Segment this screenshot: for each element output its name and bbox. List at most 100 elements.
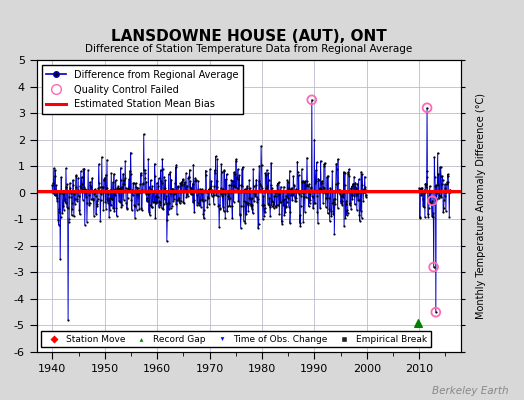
Point (257, 143, 265, 149)
Point (240, 198, 248, 204)
Point (225, 196, 233, 202)
Point (282, 198, 291, 205)
Point (163, 216, 171, 223)
Point (142, 179, 150, 185)
Point (110, 170, 118, 177)
Point (319, 184, 327, 190)
Point (333, 188, 341, 194)
Point (434, 182, 442, 188)
Point (64, 218, 73, 225)
Point (167, 176, 176, 183)
Point (253, 194, 261, 200)
Point (241, 189, 249, 196)
Point (199, 198, 207, 204)
Point (173, 197, 181, 204)
Point (353, 180, 362, 187)
Point (149, 198, 157, 205)
Point (172, 161, 181, 168)
Point (127, 170, 135, 177)
Point (436, 164, 445, 170)
Point (169, 186, 177, 192)
Point (202, 172, 210, 178)
Point (347, 183, 356, 190)
Point (309, 205, 318, 212)
Point (337, 198, 346, 205)
Point (293, 187, 301, 193)
Point (271, 189, 279, 195)
Point (59, 203, 67, 209)
Point (313, 209, 322, 215)
Point (122, 200, 130, 206)
Point (115, 185, 124, 191)
Point (263, 183, 271, 189)
Point (304, 183, 312, 190)
Point (331, 196, 340, 202)
Point (151, 173, 159, 180)
Point (146, 177, 155, 183)
Point (330, 198, 338, 205)
Point (151, 193, 160, 200)
Point (105, 195, 114, 201)
Point (77, 168, 85, 174)
Point (210, 183, 219, 189)
Point (428, 213, 436, 219)
Point (246, 201, 254, 207)
Point (125, 176, 133, 183)
Point (216, 191, 225, 198)
Point (352, 192, 360, 198)
Point (265, 202, 273, 208)
Point (351, 184, 359, 190)
Point (61, 200, 70, 206)
Point (101, 199, 110, 206)
Point (296, 222, 304, 229)
Point (303, 178, 312, 184)
Point (81, 186, 89, 192)
Point (345, 173, 354, 180)
Point (419, 202, 427, 209)
Point (288, 197, 296, 204)
Point (277, 199, 286, 206)
Point (356, 218, 364, 224)
Point (334, 156, 342, 162)
Point (423, 104, 431, 111)
Point (90, 191, 99, 198)
Point (147, 185, 155, 192)
Point (239, 218, 248, 224)
Point (416, 213, 424, 220)
Point (435, 164, 444, 170)
Point (359, 197, 367, 204)
Point (110, 208, 118, 215)
Point (238, 182, 247, 189)
Point (300, 194, 308, 200)
Point (87, 184, 95, 190)
Point (335, 189, 343, 196)
Point (182, 170, 190, 177)
Point (350, 173, 358, 180)
Point (94, 185, 103, 192)
Point (88, 187, 96, 193)
Point (298, 166, 306, 172)
Point (332, 160, 341, 167)
Point (154, 183, 162, 190)
Point (202, 167, 210, 174)
Point (282, 203, 291, 209)
Point (86, 182, 94, 188)
Point (124, 186, 132, 192)
Point (252, 182, 260, 188)
Point (275, 179, 283, 185)
Point (130, 202, 139, 208)
Point (165, 171, 173, 177)
Point (102, 185, 111, 191)
Point (80, 184, 88, 191)
Point (333, 166, 341, 172)
Point (259, 202, 268, 208)
Point (74, 174, 82, 181)
Point (79, 166, 88, 172)
Point (232, 156, 241, 162)
Point (159, 201, 168, 207)
Point (328, 168, 336, 174)
Point (279, 202, 288, 209)
Point (282, 192, 290, 199)
Point (443, 171, 452, 178)
Point (211, 167, 219, 173)
